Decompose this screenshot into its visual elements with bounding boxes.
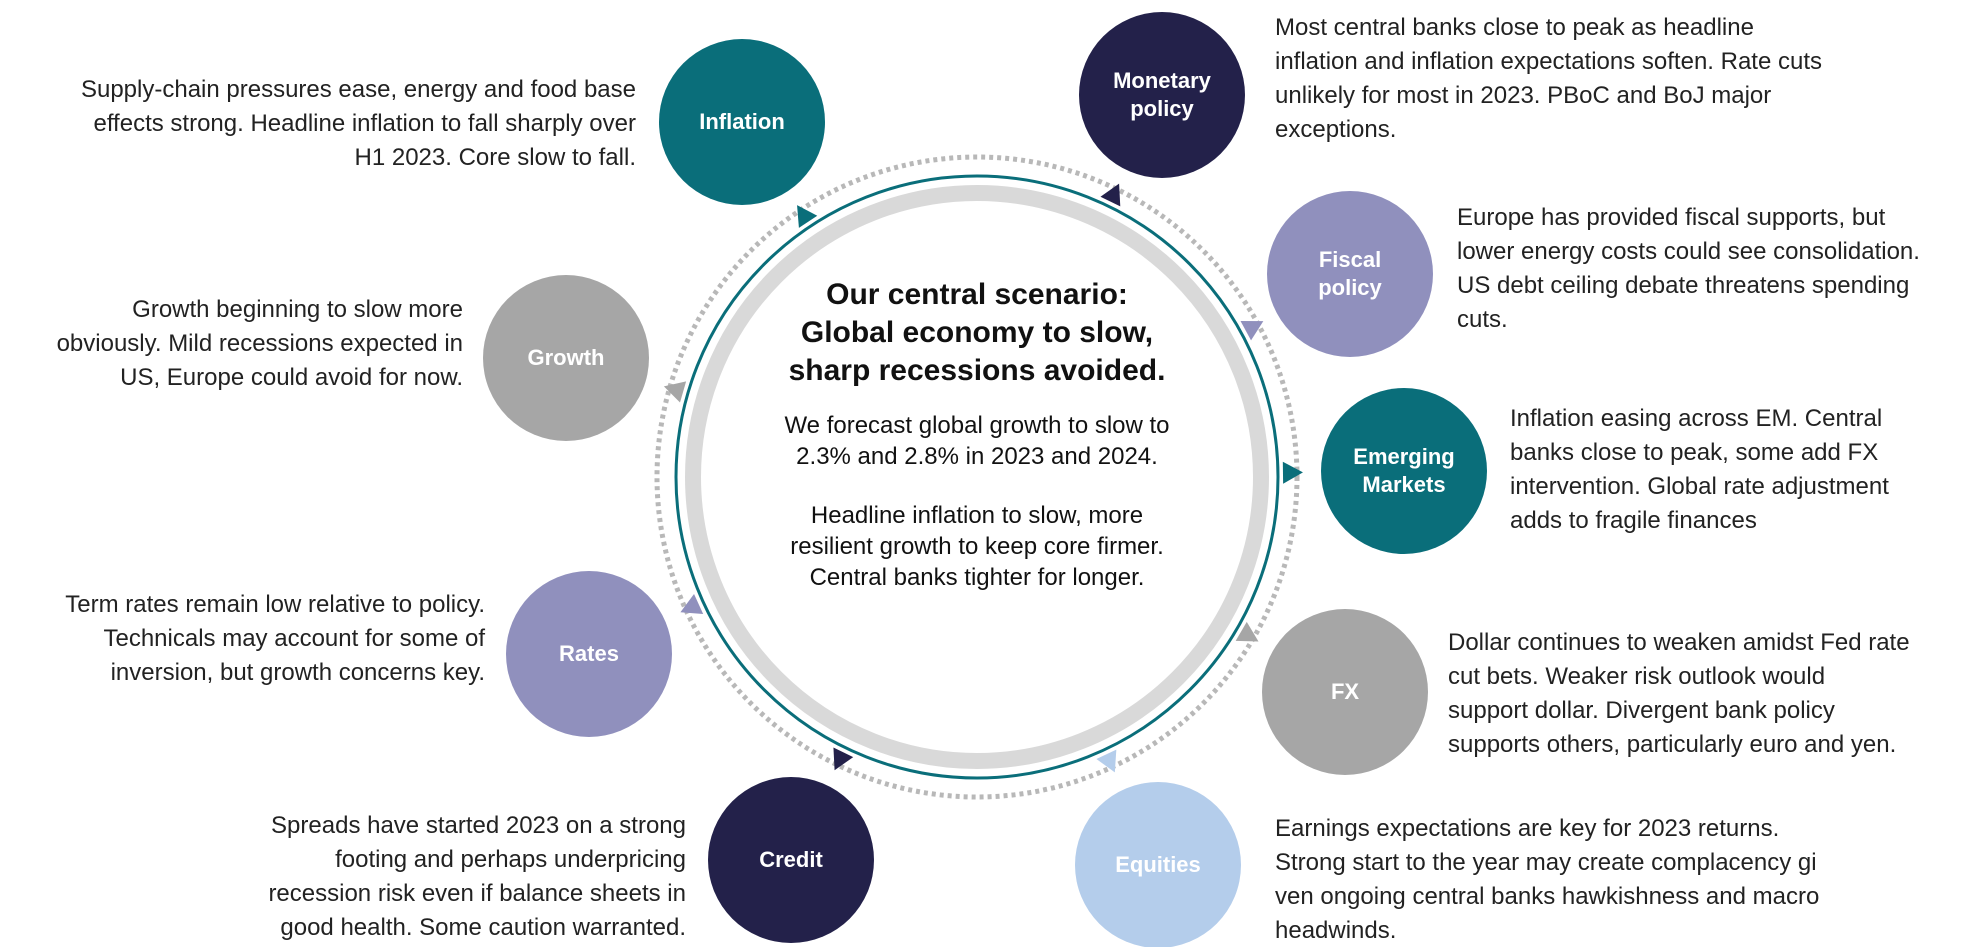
node-circle xyxy=(1321,388,1487,554)
node-label: Growth xyxy=(483,344,649,372)
pointer xyxy=(1100,183,1121,207)
description-line: Technicals may account for some of xyxy=(103,625,485,652)
pointer xyxy=(1282,461,1303,484)
description-line: Inflation easing across EM. Central xyxy=(1510,405,1883,432)
node-description: Dollar continues to weaken amidst Fed ra… xyxy=(1448,626,1910,762)
node-circle xyxy=(1267,191,1433,357)
description-line: H1 2023. Core slow to fall. xyxy=(354,144,636,171)
outer-ring xyxy=(674,174,1280,780)
node-label: Monetary policy xyxy=(1079,67,1245,123)
description-line: US debt ceiling debate threatens spendin… xyxy=(1457,272,1910,299)
description-line: US, Europe could avoid for now. xyxy=(120,364,463,391)
center-paragraph: We forecast global growth to slow to 2.3%… xyxy=(727,410,1227,472)
node-description: Inflation easing across EM. Central banks… xyxy=(1510,402,1889,538)
description-line: cut bets. Weaker risk outlook would xyxy=(1448,663,1826,690)
description-line: Supply-chain pressures ease, energy and … xyxy=(80,76,636,103)
description-line: inversion, but growth concerns key. xyxy=(110,659,485,686)
pointer xyxy=(1235,621,1259,642)
node-circle xyxy=(708,777,874,943)
label-line: Emerging xyxy=(1353,444,1455,469)
title-line: sharp recessions avoided. xyxy=(788,354,1166,387)
center-paragraph: Headline inflation to slow, more resilien… xyxy=(727,500,1227,593)
description-line: adds to fragile finances xyxy=(1510,507,1757,534)
node-description: Term rates remain low relative to policy… xyxy=(65,588,485,690)
node-description: Growth beginning to slow more obviously. … xyxy=(57,293,463,395)
dotted-ring xyxy=(654,154,1300,800)
node-circle xyxy=(506,571,672,737)
node-label: Equities xyxy=(1075,851,1241,879)
label-line: policy xyxy=(1130,96,1194,121)
description-line: footing and perhaps underpricing xyxy=(335,846,686,873)
node-label: Inflation xyxy=(659,108,825,136)
node-circle xyxy=(1075,782,1241,947)
paragraph-line: 2.3% and 2.8% in 2023 and 2024. xyxy=(796,443,1158,470)
description-line: intervention. Global rate adjustment xyxy=(1510,473,1889,500)
label-line: Equities xyxy=(1115,852,1201,877)
pointer xyxy=(680,593,704,615)
description-line: banks close to peak, some add FX xyxy=(1510,439,1879,466)
description-line: Growth beginning to slow more xyxy=(132,296,463,323)
description-line: unlikely for most in 2023. PBoC and BoJ … xyxy=(1275,82,1772,109)
node-description: Supply-chain pressures ease, energy and … xyxy=(81,73,636,175)
node-circle xyxy=(1262,609,1428,775)
description-line: inflation and inflation expectations sof… xyxy=(1275,48,1823,75)
node-label: Emerging Markets xyxy=(1321,443,1487,499)
pointer xyxy=(1096,749,1117,773)
label-line: Rates xyxy=(559,641,619,666)
node-circle xyxy=(659,39,825,205)
title-line: Global economy to slow, xyxy=(800,316,1154,349)
description-line: Term rates remain low relative to policy… xyxy=(65,591,485,618)
description-line: obviously. Mild recessions expected in xyxy=(56,330,463,357)
description-line: Most central banks close to peak as head… xyxy=(1275,14,1754,41)
description-line: Spreads have started 2023 on a strong xyxy=(271,812,686,839)
description-line: effects strong. Headline inflation to fa… xyxy=(93,110,636,137)
description-line: headwinds. xyxy=(1275,917,1397,944)
node-circle xyxy=(483,275,649,441)
inner-ring xyxy=(685,185,1269,769)
node-description: Most central banks close to peak as head… xyxy=(1275,11,1822,147)
description-line: support dollar. Divergent bank policy xyxy=(1448,697,1835,724)
description-line: supports others, particularly euro and y… xyxy=(1448,731,1897,758)
description-line: lower energy costs could see consolidati… xyxy=(1457,238,1920,265)
pointer xyxy=(1240,321,1264,341)
description-line: Europe has provided fiscal supports, but xyxy=(1457,204,1886,231)
node-label: Credit xyxy=(708,846,874,874)
description-line: Earnings expectations are key for 2023 r… xyxy=(1275,815,1780,842)
node-label: Rates xyxy=(506,640,672,668)
label-line: policy xyxy=(1318,275,1382,300)
node-description: Europe has provided fiscal supports, but… xyxy=(1457,201,1920,337)
node-circle xyxy=(1079,12,1245,178)
pointer xyxy=(663,381,687,403)
node-description: Spreads have started 2023 on a strong foo… xyxy=(268,809,686,945)
description-line: good health. Some caution warranted. xyxy=(280,914,686,941)
title-line: Our central scenario: xyxy=(826,278,1128,311)
label-line: Fiscal xyxy=(1318,247,1382,272)
description-line: ven ongoing central banks hawkishness an… xyxy=(1275,883,1820,910)
paragraph-line: Headline inflation to slow, more xyxy=(810,502,1144,529)
description-line: cuts. xyxy=(1457,306,1508,333)
node-label: FX xyxy=(1262,678,1428,706)
label-line: Markets xyxy=(1362,472,1446,497)
paragraph-line: resilient growth to keep core firmer. xyxy=(790,533,1164,560)
pointer xyxy=(833,747,854,771)
pointer xyxy=(797,205,818,228)
paragraph-line: Central banks tighter for longer. xyxy=(809,564,1145,591)
description-line: recession risk even if balance sheets in xyxy=(268,880,686,907)
paragraph-line: We forecast global growth to slow to xyxy=(784,412,1170,439)
node-label: Fiscal policy xyxy=(1267,246,1433,302)
center-title: Our central scenario: Global economy to s… xyxy=(727,276,1227,390)
node-description: Earnings expectations are key for 2023 r… xyxy=(1275,812,1819,947)
label-line: Monetary xyxy=(1113,68,1211,93)
label-line: Growth xyxy=(527,345,605,370)
description-line: Dollar continues to weaken amidst Fed ra… xyxy=(1448,629,1910,656)
label-line: FX xyxy=(1330,679,1360,704)
label-line: Inflation xyxy=(699,109,785,134)
description-line: Strong start to the year may create comp… xyxy=(1275,849,1817,876)
description-line: exceptions. xyxy=(1275,116,1397,143)
label-line: Credit xyxy=(759,847,823,872)
